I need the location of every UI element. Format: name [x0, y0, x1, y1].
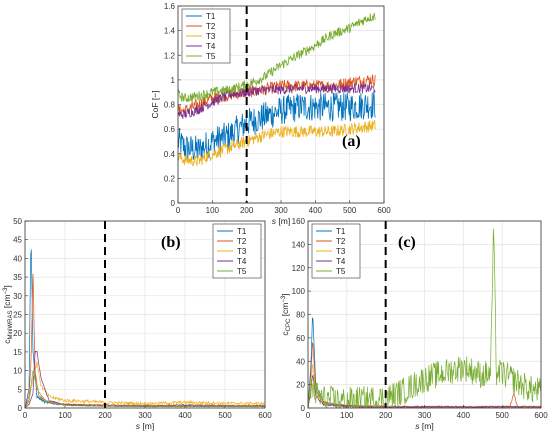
- x-axis-label: s [m]: [415, 421, 433, 431]
- y-tick-label: 0.4: [164, 150, 176, 159]
- y-tick-label: 35: [13, 273, 22, 282]
- x-tick-label: 500: [495, 411, 509, 420]
- y-tick-label: 20: [13, 329, 22, 338]
- x-tick-label: 0: [176, 206, 181, 215]
- x-axis-label: s [m]: [136, 421, 154, 431]
- legend-label-T3: T3: [336, 247, 346, 256]
- legend-label-T5: T5: [206, 52, 216, 61]
- x-tick-label: 300: [274, 206, 288, 215]
- y-axis-label: cMiniWRAS [cm−3]: [2, 285, 14, 344]
- y-tick-label: 1.6: [164, 2, 176, 11]
- legend-box: [181, 8, 231, 64]
- legend-label-T4: T4: [336, 257, 346, 266]
- y-tick-label: 80: [296, 311, 305, 320]
- x-tick-label: 200: [379, 411, 393, 420]
- y-tick-label: 15: [13, 348, 22, 357]
- series-line-T2: [178, 74, 376, 117]
- y-tick-label: 20: [296, 381, 305, 390]
- y-tick-label: 5: [18, 385, 23, 394]
- y-tick-label: 50: [13, 217, 22, 226]
- x-tick-label: 400: [178, 411, 192, 420]
- y-tick-label: 0.8: [164, 101, 176, 110]
- y-tick-label: 120: [292, 264, 306, 273]
- y-tick-label: 100: [292, 287, 306, 296]
- legend-label-T4: T4: [206, 42, 216, 51]
- x-tick-label: 0: [23, 411, 28, 420]
- y-tick-label: 1.2: [164, 51, 176, 60]
- y-axis-label: cCPC [cm−3]: [280, 293, 292, 335]
- panel-1: 0 100 200 300 400 500 600 0 5 10 15 20 25 30 35 40 45 50 s…: [2, 217, 272, 431]
- panel-tag: (a): [342, 133, 361, 150]
- x-tick-label: 500: [218, 411, 232, 420]
- y-tick-label: 10: [13, 367, 22, 376]
- series-line-T3: [178, 119, 376, 167]
- x-tick-label: 600: [258, 411, 272, 420]
- legend-label-T5: T5: [237, 267, 247, 276]
- x-tick-label: 300: [418, 411, 432, 420]
- series-line-T3: [25, 361, 265, 408]
- series-line-T5: [178, 12, 376, 103]
- y-tick-label: 140: [292, 240, 306, 249]
- legend-label-T3: T3: [237, 247, 247, 256]
- legend-label-T2: T2: [206, 22, 216, 31]
- x-tick-label: 100: [340, 411, 354, 420]
- x-tick-label: 600: [377, 206, 391, 215]
- panel-2: 0 100 200 300 400 500 600 0 20 40 60 80 100 120 140 160…: [280, 217, 548, 431]
- y-tick-label: 1.4: [164, 27, 176, 36]
- x-tick-label: 600: [534, 411, 548, 420]
- legend-label-T5: T5: [336, 267, 346, 276]
- panel-tag: (c): [398, 234, 416, 251]
- y-axis-label: CoF [−]: [150, 90, 160, 118]
- x-tick-label: 100: [58, 411, 72, 420]
- x-tick-label: 300: [138, 411, 152, 420]
- x-tick-label: 200: [240, 206, 254, 215]
- y-tick-label: 40: [13, 254, 22, 263]
- x-tick-label: 0: [306, 411, 311, 420]
- x-tick-label: 200: [98, 411, 112, 420]
- y-tick-label: 0: [301, 404, 306, 413]
- y-tick-label: 30: [13, 292, 22, 301]
- legend-label-T2: T2: [336, 237, 346, 246]
- x-tick-label: 100: [206, 206, 220, 215]
- x-tick-label: 400: [309, 206, 323, 215]
- x-tick-label: 400: [457, 411, 471, 420]
- legend-label-T4: T4: [237, 257, 247, 266]
- y-tick-label: 25: [13, 311, 22, 320]
- y-tick-label: 60: [296, 334, 305, 343]
- legend-label-T1: T1: [336, 227, 346, 236]
- x-tick-label: 500: [343, 206, 357, 215]
- legend-label-T3: T3: [206, 32, 216, 41]
- legend-label-T2: T2: [237, 237, 247, 246]
- series-line-T4: [178, 82, 376, 119]
- y-tick-label: 1: [171, 76, 176, 85]
- legend-label-T1: T1: [206, 12, 216, 21]
- series-line-T1: [178, 91, 376, 161]
- y-tick-label: 0: [18, 404, 23, 413]
- y-tick-label: 0.6: [164, 125, 176, 134]
- x-axis-label: s [m]: [272, 216, 290, 226]
- legend-label-T1: T1: [237, 227, 247, 236]
- y-tick-label: 45: [13, 236, 22, 245]
- y-tick-label: 0.2: [164, 174, 176, 183]
- y-tick-label: 40: [296, 357, 305, 366]
- y-tick-label: 0: [171, 199, 176, 208]
- y-tick-label: 160: [292, 217, 306, 226]
- panel-tag: (b): [161, 234, 181, 251]
- panel-0: 0 100 200 300 400 500 600 0 0.2 0.4 0.6 0.8 1 1.2 1.4 1…: [150, 2, 391, 226]
